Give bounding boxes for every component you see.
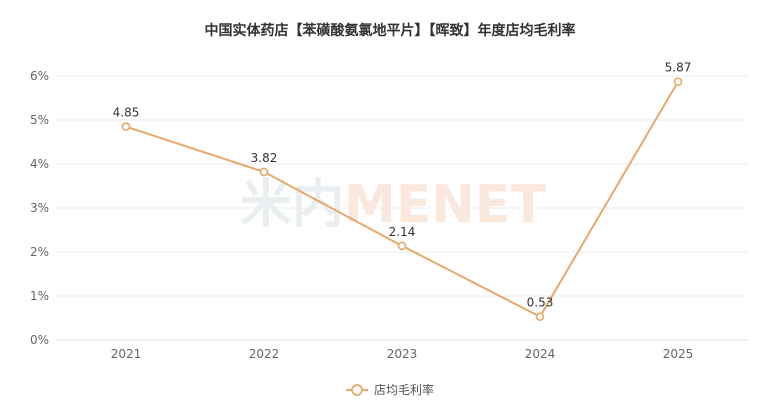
data-point[interactable] [121, 122, 131, 131]
legend-label: 店均毛利率 [374, 382, 434, 397]
x-tick-label: 2022 [249, 347, 280, 361]
x-tick-label: 2025 [663, 347, 694, 361]
data-point[interactable] [397, 241, 407, 251]
data-label: 4.85 [113, 106, 140, 120]
series-layer: 4.85 3.82 2.14 0.53 5.87 [113, 61, 692, 321]
legend[interactable]: 店均毛利率 [346, 382, 434, 397]
data-label: 3.82 [251, 151, 278, 165]
y-axis-tick-labels: 0% 1% 2% 3% 4% 5% 6% [30, 69, 49, 347]
x-tick-label: 2021 [111, 347, 142, 361]
y-tick-label: 2% [30, 245, 49, 259]
data-point[interactable] [673, 77, 683, 87]
x-axis-tick-labels: 2021 2022 2023 2024 2025 [111, 347, 694, 361]
y-tick-label: 3% [30, 201, 49, 215]
y-tick-label: 6% [30, 69, 49, 83]
legend-marker [351, 384, 363, 396]
grid-lines [57, 75, 747, 297]
y-tick-label: 1% [30, 289, 49, 303]
data-label: 5.87 [665, 61, 692, 75]
data-label: 0.53 [527, 296, 554, 310]
y-tick-label: 4% [30, 157, 49, 171]
y-tick-label: 5% [30, 113, 49, 127]
data-label: 2.14 [389, 225, 416, 239]
x-tick-label: 2023 [387, 347, 418, 361]
data-point[interactable] [259, 167, 269, 177]
chart-title: 中国实体药店【苯磺酸氨氯地平片】【晖致】年度店均毛利率 [204, 23, 576, 39]
y-tick-label: 0% [30, 333, 49, 347]
data-point[interactable] [535, 312, 545, 321]
x-tick-label: 2024 [525, 347, 556, 361]
